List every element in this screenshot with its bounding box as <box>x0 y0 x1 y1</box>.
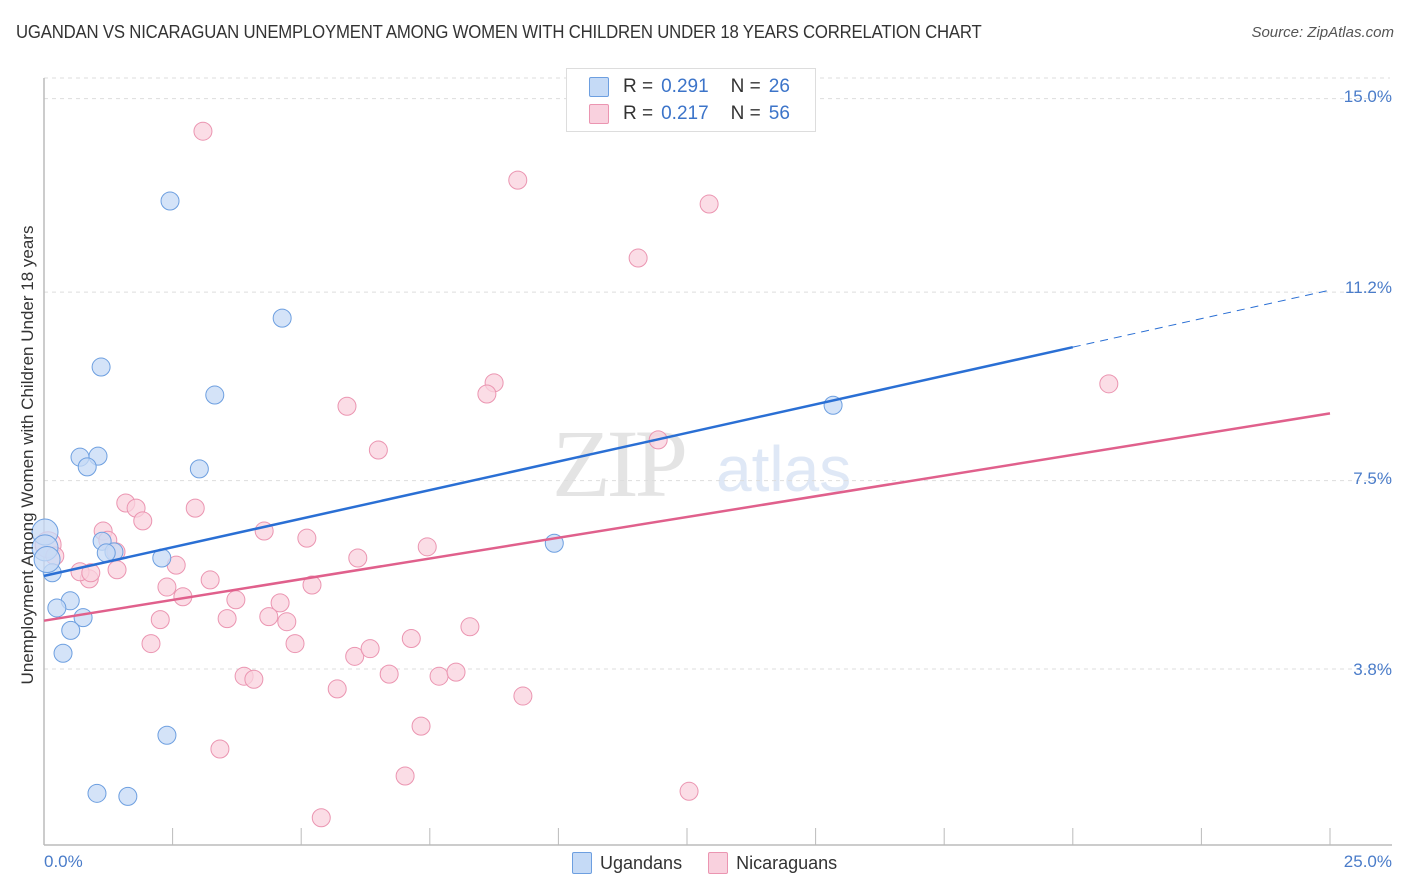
ugandan-point <box>157 725 177 745</box>
nicaraguan-point <box>244 669 264 689</box>
nicaraguan-point <box>226 590 246 610</box>
nicaraguan-point <box>345 646 365 666</box>
ugandan-point <box>160 191 180 211</box>
nicaraguan-point <box>628 248 648 268</box>
ugandan-point <box>96 543 116 563</box>
r-label: R = <box>623 76 654 97</box>
nicaraguan-point <box>429 666 449 686</box>
nicaraguan-point <box>200 570 220 590</box>
nicaraguan-point <box>477 384 497 404</box>
nicaraguan-point <box>337 396 357 416</box>
nicaraguan-point <box>508 170 528 190</box>
y-tick-11-2: 11.2% <box>1345 278 1392 297</box>
r-value: 0.291 <box>661 76 709 97</box>
nicaraguan-point <box>379 664 399 684</box>
ugandan-point <box>33 546 61 574</box>
nicaraguan-point <box>297 528 317 548</box>
nicaraguan-point <box>217 609 237 629</box>
n-value: 56 <box>768 103 790 124</box>
source-credit: Source: ZipAtlas.com <box>1251 24 1394 41</box>
legend-row-nicaraguans: R = 0.217 N = 56 <box>589 103 790 125</box>
ugandan-point <box>61 620 81 640</box>
n-value: 26 <box>768 76 790 97</box>
nicaraguan-point <box>360 639 380 659</box>
pink-swatch-icon <box>708 852 729 874</box>
ugandan-point <box>47 598 67 618</box>
ugandan-point <box>53 643 73 663</box>
n-label: N = <box>730 103 761 124</box>
ugandan-point <box>205 385 225 405</box>
nicaraguan-point <box>417 537 437 557</box>
nicaraguan-point <box>259 607 279 627</box>
r-label: R = <box>623 103 654 124</box>
nicaraguan-point <box>81 563 101 583</box>
nicaraguan-point <box>193 121 213 141</box>
x-tick-0: 0.0% <box>44 852 83 871</box>
nicaraguan-trendline <box>43 412 1331 622</box>
blue-swatch-icon <box>572 852 592 874</box>
chart-title: UGANDAN VS NICARAGUAN UNEMPLOYMENT AMONG… <box>16 22 982 42</box>
nicaraguan-point <box>327 679 347 699</box>
y-tick-15: 15.0% <box>1343 87 1392 106</box>
nicaraguan-point <box>141 634 161 654</box>
nicaraguan-point <box>277 612 297 632</box>
watermark-zip: ZIP <box>552 410 688 517</box>
legend-item-nicaraguans[interactable]: Nicaraguans <box>708 852 837 874</box>
nicaraguan-point <box>411 716 431 736</box>
x-tick-25: 25.0% <box>1343 852 1392 871</box>
r-value: 0.217 <box>661 103 709 124</box>
nicaraguan-point <box>401 628 421 648</box>
ugandan-trendline <box>43 345 1074 578</box>
nicaraguan-point <box>150 610 170 630</box>
nicaraguan-point <box>679 781 699 801</box>
nicaraguan-point <box>311 808 331 828</box>
nicaraguan-point <box>157 577 177 597</box>
ugandan-point <box>118 786 138 806</box>
y-tick-3-8: 3.8% <box>1353 660 1392 679</box>
y-axis-label: Unemployment Among Women with Children U… <box>18 225 37 685</box>
pink-swatch-icon <box>589 104 609 124</box>
ugandan-point <box>77 457 97 477</box>
ugandan-trendline-extension <box>1072 289 1331 348</box>
series-legend: Ugandans Nicaraguans <box>572 852 863 874</box>
nicaraguan-point <box>302 575 322 595</box>
ugandan-point <box>272 308 292 328</box>
nicaraguan-point <box>270 593 290 613</box>
correlation-legend: R = 0.291 N = 26 R = 0.217 N = 56 <box>566 68 816 132</box>
nicaraguan-point <box>185 498 205 518</box>
legend-row-ugandans: R = 0.291 N = 26 <box>589 76 790 98</box>
ugandan-point <box>91 357 111 377</box>
nicaraguan-point <box>460 617 480 637</box>
ugandan-point <box>87 783 107 803</box>
nicaraguan-point <box>395 766 415 786</box>
nicaraguan-point <box>133 511 153 531</box>
nicaraguan-point <box>348 548 368 568</box>
y-tick-7-5: 7.5% <box>1353 469 1392 488</box>
nicaraguan-point <box>285 634 305 654</box>
nicaraguan-point <box>368 440 388 460</box>
nicaraguan-point <box>1099 374 1119 394</box>
blue-swatch-icon <box>589 77 609 97</box>
nicaraguan-point <box>513 686 533 706</box>
legend-label: Ugandans <box>600 852 683 873</box>
legend-item-ugandans[interactable]: Ugandans <box>572 852 682 874</box>
n-label: N = <box>730 76 761 97</box>
legend-label: Nicaraguans <box>736 852 838 873</box>
nicaraguan-point <box>699 194 719 214</box>
nicaraguan-point <box>446 662 466 682</box>
nicaraguan-point <box>107 560 127 580</box>
nicaraguan-point <box>210 739 230 759</box>
ugandan-point <box>189 459 209 479</box>
